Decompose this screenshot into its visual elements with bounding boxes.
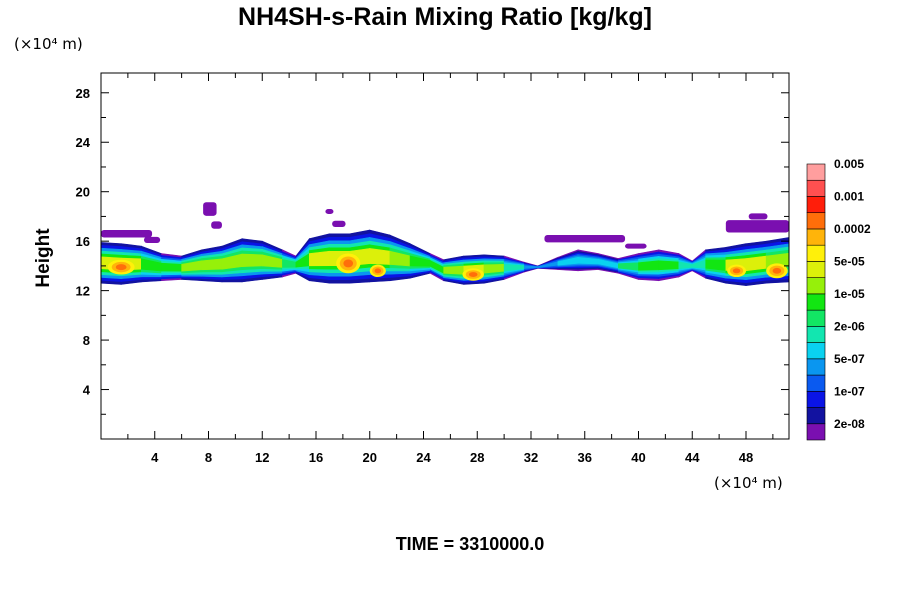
x-tick-label: 48 — [739, 450, 753, 465]
hotspot — [772, 267, 782, 274]
wisp-region — [325, 209, 334, 214]
colorbar-swatch — [806, 277, 826, 295]
colorbar-label: 5e-05 — [834, 254, 865, 268]
colorbar-label: 1e-05 — [834, 287, 865, 301]
contour-band — [201, 258, 223, 271]
colorbar-swatch — [806, 309, 826, 327]
x-tick-label: 4 — [151, 450, 159, 465]
colorbar-swatch — [806, 358, 826, 376]
wisp-region — [203, 202, 217, 216]
y-tick-label: 12 — [76, 284, 90, 299]
colorbar-swatch — [806, 326, 826, 343]
y-tick-label: 4 — [83, 383, 91, 398]
x-tick-label: 44 — [685, 450, 700, 465]
time-label: TIME = 3310000.0 — [396, 534, 545, 554]
colorbar-swatch — [806, 212, 826, 230]
contour-band — [241, 253, 263, 267]
x-tick-label: 36 — [578, 450, 592, 465]
colorbar-swatch — [806, 163, 826, 181]
hotspot — [343, 259, 354, 268]
colorbar-swatch — [806, 390, 826, 408]
contour-band — [161, 262, 182, 272]
wisp-region — [211, 221, 222, 229]
contour-field — [101, 202, 789, 287]
y-tick-label: 8 — [83, 333, 90, 348]
wisp-region — [725, 220, 789, 233]
plot-frame — [100, 72, 790, 440]
y-unit-label: (×10⁴ m) — [14, 35, 83, 53]
y-tick-label: 24 — [76, 135, 91, 150]
x-tick-label: 28 — [470, 450, 484, 465]
y-axis: 4 8 12 16 20 24 28 — [76, 86, 789, 415]
hotspot — [374, 268, 382, 274]
hotspot — [468, 272, 478, 278]
x-tick-label: 32 — [524, 450, 538, 465]
colorbar-label: 0.0002 — [834, 222, 871, 236]
colorbar-label: 2e-08 — [834, 417, 865, 431]
wisp-region — [625, 243, 647, 249]
chart-title: NH4SH-s-Rain Mixing Ratio [kg/kg] — [238, 3, 652, 31]
colorbar: 2e-08 1e-07 5e-07 2e-06 1e-05 5e-05 0.0002 0.00… — [806, 157, 871, 441]
colorbar-swatch — [806, 244, 826, 262]
hotspot — [732, 268, 741, 274]
colorbar-swatch — [806, 293, 826, 311]
hotspot — [115, 264, 127, 271]
y-tick-label: 28 — [76, 86, 90, 101]
wisp-region — [332, 220, 346, 227]
contour-band — [745, 255, 767, 272]
contour-band — [638, 260, 659, 271]
colorbar-swatch — [806, 374, 826, 392]
contour-band — [369, 248, 391, 265]
y-axis-label: Height — [33, 228, 54, 288]
x-tick-label: 40 — [631, 450, 645, 465]
contour-band — [443, 265, 465, 275]
wisp-region — [144, 236, 161, 244]
colorbar-label: 0.005 — [834, 157, 864, 171]
contour-band — [308, 250, 330, 267]
x-tick-label: 20 — [363, 450, 377, 465]
x-tick-label: 16 — [309, 450, 323, 465]
x-tick-label: 12 — [255, 450, 269, 465]
wisp-region — [544, 234, 626, 243]
colorbar-label: 2e-06 — [834, 319, 865, 333]
colorbar-label: 0.001 — [834, 189, 864, 203]
colorbar-swatch — [806, 342, 826, 360]
colorbar-swatch — [806, 261, 826, 278]
x-tick-label: 24 — [416, 450, 431, 465]
x-unit-label: (×10⁴ m) — [714, 474, 783, 492]
wisp-region — [748, 213, 768, 220]
colorbar-swatch — [806, 423, 826, 441]
contour-band — [658, 260, 680, 271]
x-tick-label: 8 — [205, 450, 212, 465]
y-tick-label: 20 — [76, 185, 90, 200]
colorbar-swatch — [806, 228, 826, 246]
colorbar-label: 5e-07 — [834, 352, 865, 366]
colorbar-swatch — [806, 407, 826, 425]
wisp-region — [101, 230, 153, 238]
colorbar-swatch — [806, 196, 826, 214]
colorbar-label: 1e-07 — [834, 384, 865, 398]
colorbar-swatch — [806, 179, 826, 197]
x-axis: 4 8 12 16 20 24 28 32 36 40 44 48 — [127, 73, 774, 465]
y-tick-label: 16 — [76, 234, 90, 249]
